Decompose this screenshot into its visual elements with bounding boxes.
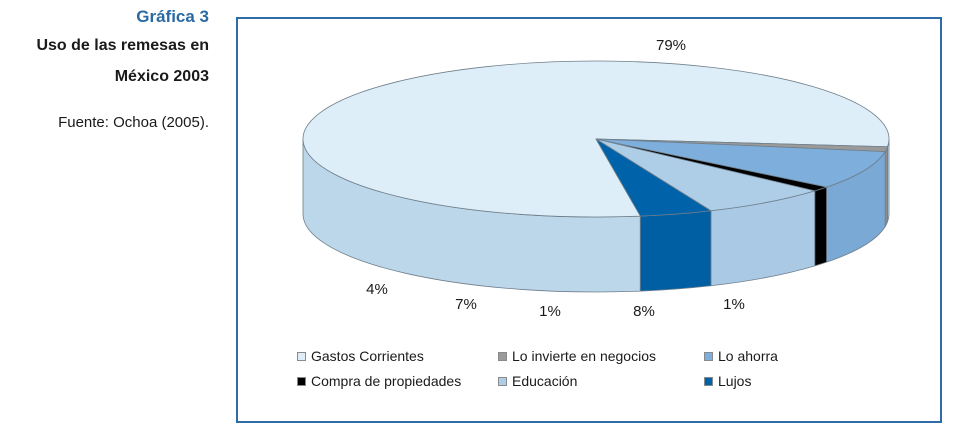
- data-label-3: 1%: [539, 303, 561, 320]
- pie-slice-2: [595, 138, 886, 188]
- legend-swatch: [704, 351, 713, 361]
- pie-slice-0: [302, 60, 890, 218]
- legend-item: Gastos Corrientes: [297, 348, 424, 364]
- legend-label: Lujos: [718, 373, 752, 389]
- data-label-2: 8%: [633, 303, 655, 320]
- legend-item: Educación: [498, 373, 577, 389]
- legend-swatch: [498, 376, 507, 386]
- data-label-5: 4%: [366, 281, 388, 298]
- legend-item: Lujos: [704, 373, 751, 389]
- legend-swatch: [704, 376, 713, 386]
- legend-label: Educación: [512, 373, 578, 389]
- legend-item: Lo invierte en negocios: [498, 348, 656, 364]
- legend-item: Lo ahorra: [704, 348, 778, 364]
- pie-side-3: [814, 186, 827, 267]
- legend-label: Lo ahorra: [718, 348, 778, 364]
- legend-swatch: [297, 376, 306, 386]
- legend-item: Compra de propiedades: [297, 373, 461, 389]
- pie-slice-5: [595, 138, 713, 217]
- data-label-1: 1%: [723, 296, 745, 313]
- data-label-4: 7%: [455, 296, 477, 313]
- figure-caption: Gráfica 3 Uso de las remesas en México 2…: [0, 6, 209, 131]
- pie-side-5: [639, 210, 712, 292]
- data-label-0: 79%: [656, 37, 686, 54]
- legend-swatch: [297, 351, 306, 361]
- legend-label: Compra de propiedades: [311, 373, 462, 389]
- figure-title: Uso de las remesas en México 2003: [36, 37, 209, 85]
- figure-number: Gráfica 3: [136, 7, 209, 26]
- legend-label: Lo invierte en negocios: [512, 348, 656, 364]
- legend-swatch: [498, 351, 507, 361]
- legend-label: Gastos Corrientes: [311, 348, 424, 364]
- pie-slice-4: [595, 138, 817, 212]
- figure-source: Fuente: Ochoa (2005).: [58, 114, 209, 131]
- chart-frame: [236, 17, 942, 423]
